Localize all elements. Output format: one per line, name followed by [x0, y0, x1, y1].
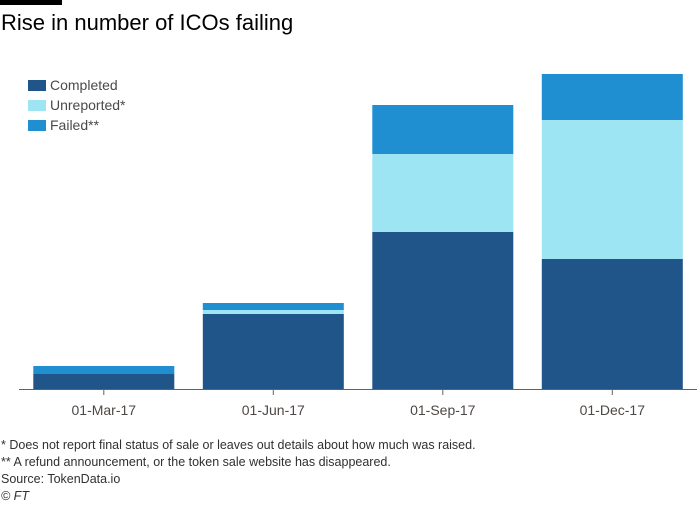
legend-swatch-failed: [28, 119, 46, 131]
bar-unreported-01-Dec-17: [541, 120, 683, 259]
bar-completed-01-Sep-17: [372, 232, 514, 389]
legend-label: Completed: [50, 77, 118, 93]
legend-swatch-unreported: [28, 99, 46, 111]
bar-unreported-01-Jun-17: [202, 310, 344, 314]
ft-credit: © FT: [1, 489, 29, 503]
bar-unreported-01-Sep-17: [372, 154, 514, 232]
footnote-unreported: * Does not report final status of sale o…: [1, 438, 476, 452]
x-tick-label: 01-Dec-17: [580, 402, 646, 418]
x-tick-label: 01-Sep-17: [410, 402, 476, 418]
legend-item-completed: Completed: [28, 75, 126, 95]
legend-label: Failed**: [50, 117, 100, 133]
bar-failed-01-Mar-17: [33, 366, 175, 374]
bar-failed-01-Sep-17: [372, 105, 514, 154]
legend-item-unreported: Unreported*: [28, 95, 126, 115]
bar-completed-01-Dec-17: [541, 259, 683, 389]
bar-failed-01-Dec-17: [541, 74, 683, 120]
ft-top-rule: [0, 0, 62, 5]
legend-swatch-completed: [28, 79, 46, 91]
x-tick-label: 01-Jun-17: [242, 402, 305, 418]
footnotes: * Does not report final status of sale o…: [1, 437, 476, 505]
bar-completed-01-Mar-17: [33, 374, 175, 389]
legend-label: Unreported*: [50, 97, 126, 113]
chart-title: Rise in number of ICOs failing: [1, 10, 294, 35]
footnote-failed: ** A refund announcement, or the token s…: [1, 455, 391, 469]
x-tick-label: 01-Mar-17: [72, 402, 137, 418]
bar-completed-01-Jun-17: [202, 314, 344, 389]
legend: Completed Unreported* Failed**: [28, 75, 126, 135]
source-note: Source: TokenData.io: [1, 472, 121, 486]
bar-failed-01-Jun-17: [202, 303, 344, 310]
legend-item-failed: Failed**: [28, 115, 126, 135]
